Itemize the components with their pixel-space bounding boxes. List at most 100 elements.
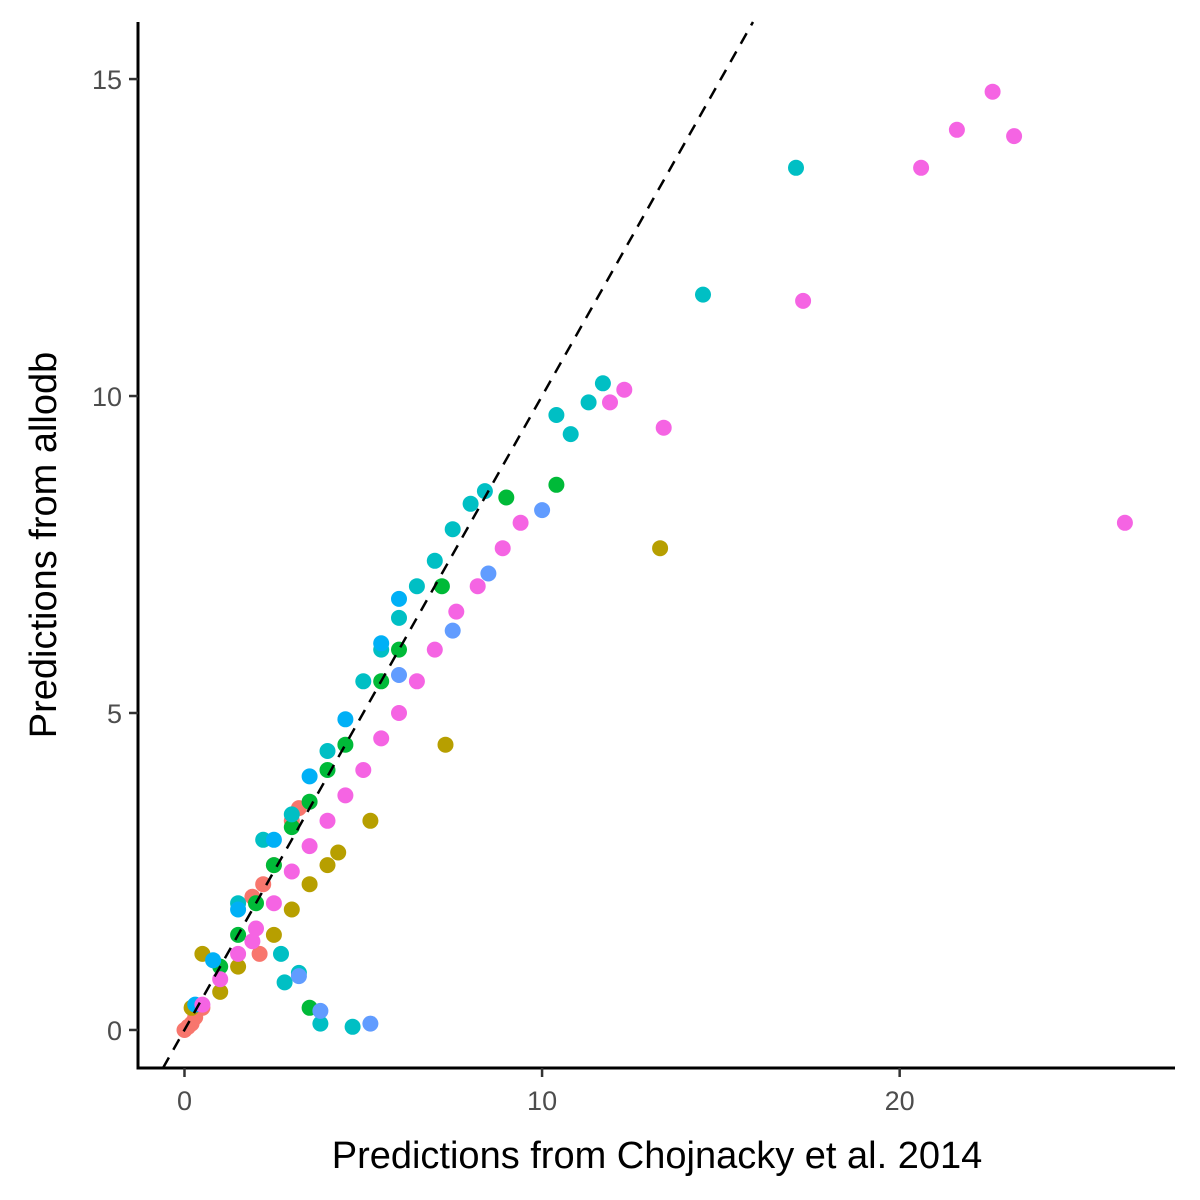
data-point [301,768,318,785]
series-3 [230,159,804,1035]
data-point [355,673,372,690]
data-point [194,996,211,1013]
data-point [273,945,289,962]
data-point [319,743,336,759]
data-point [498,489,515,506]
data-point [580,394,597,411]
data-point [594,375,611,392]
data-point [212,983,229,1000]
y-tick-label: 0 [107,1016,122,1046]
data-point [330,844,347,861]
data-point [373,635,390,652]
data-point [319,762,336,778]
data-point [337,711,354,728]
data-point [205,952,222,969]
y-axis-title: Predictions from allodb [23,352,65,739]
data-point [301,876,318,893]
data-point [512,514,529,531]
ticks: 0 10 20 0 5 10 15 [92,65,915,1116]
x-tick-label: 0 [177,1086,192,1116]
data-point [244,933,261,950]
data-point [548,476,565,493]
x-axis-title: Predictions from Chojnacky et al. 2014 [332,1135,983,1177]
data-point [212,971,229,988]
y-tick-label: 15 [92,65,122,95]
series-2 [212,476,565,1016]
data-point [373,730,390,747]
x-tick-label: 20 [885,1086,915,1116]
data-point [913,159,930,176]
data-point [283,901,300,918]
data-point [948,121,965,138]
data-point [230,901,247,918]
data-point [695,286,711,303]
data-point [548,407,565,423]
data-point [230,945,247,962]
data-point [616,381,633,398]
data-point [476,483,493,500]
x-tick-label: 10 [527,1086,557,1116]
data-point [265,857,282,874]
data-point [301,793,318,810]
data-point [437,736,454,753]
series-5 [290,502,551,1032]
data-point [408,673,425,690]
data-point [391,590,407,607]
data-point [391,705,407,721]
data-point [1006,128,1023,145]
axes [136,22,1175,1070]
data-point [319,857,336,874]
data-point [652,540,669,557]
data-point [255,876,272,893]
reference-line-layer [161,21,755,1069]
series-4 [187,590,407,1013]
data-point [444,622,461,639]
data-point [788,159,804,176]
data-point [337,736,354,753]
data-point [290,968,307,985]
y-tick-label: 5 [107,699,122,729]
data-point [562,426,579,443]
data-point [265,926,282,943]
data-point [337,787,354,804]
reference-line [161,21,755,1069]
data-point [655,419,672,436]
data-point [319,812,336,829]
data-point [391,641,407,658]
data-point [230,958,247,975]
y-tick-label: 10 [92,382,122,412]
data-point [283,819,300,836]
data-point [265,895,282,912]
data-point [362,1015,379,1032]
data-point [480,565,497,582]
data-point [312,1002,329,1019]
data-point [301,838,318,855]
data-point [469,578,486,595]
data-point [984,83,1001,100]
series-6 [194,83,1133,1013]
data-point [426,552,443,569]
data-point [283,863,300,880]
data-point [1116,514,1133,531]
data-point [251,945,268,962]
data-point [433,578,450,595]
data-point [426,641,443,658]
data-point [355,762,372,778]
data-point [391,609,407,626]
data-points [176,83,1133,1038]
data-point [444,521,461,538]
data-point [795,292,812,309]
data-point [344,1018,361,1035]
data-point [362,812,379,829]
data-point [265,831,282,848]
data-point [602,394,618,411]
data-point [494,540,511,557]
data-point [408,578,425,595]
data-point [283,806,300,823]
data-point [248,920,264,937]
data-point [391,667,407,683]
series-1 [183,540,669,1016]
data-point [534,502,551,519]
data-point [312,1015,329,1032]
